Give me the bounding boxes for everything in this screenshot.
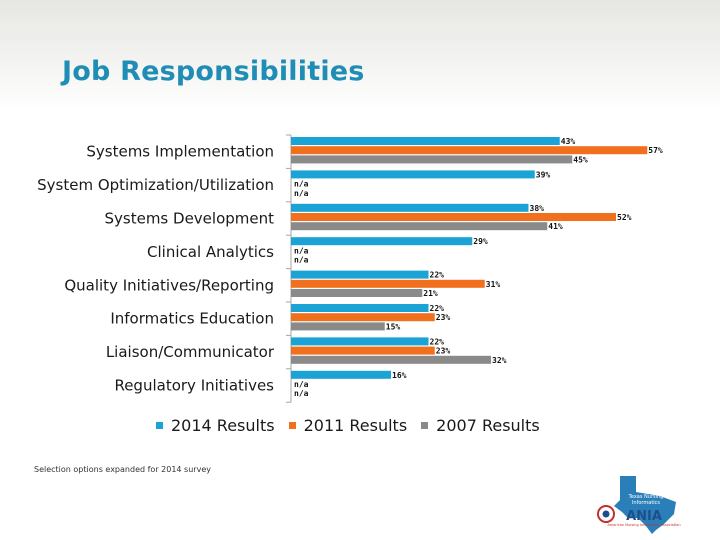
legend-swatch-2011 bbox=[288, 422, 296, 429]
bar-s2007 bbox=[291, 289, 423, 297]
bar-s2007 bbox=[291, 155, 573, 164]
legend-item-2007: 2007 Results bbox=[421, 416, 540, 435]
data-label: 41% bbox=[548, 222, 563, 231]
category-label: Regulatory Initiatives bbox=[114, 377, 274, 395]
data-label: n/a bbox=[294, 389, 309, 398]
data-label: 57% bbox=[648, 146, 663, 155]
footnote: Selection options expanded for 2014 surv… bbox=[34, 465, 211, 474]
bar-s2011 bbox=[291, 313, 435, 322]
bar-s2014 bbox=[291, 170, 535, 179]
data-label: 31% bbox=[486, 280, 501, 289]
data-label: 39% bbox=[536, 170, 551, 179]
legend-label-2011: 2011 Results bbox=[303, 416, 408, 435]
category-label: Systems Implementation bbox=[86, 143, 274, 161]
logo-tagline: American Nursing Informatics Association bbox=[607, 523, 680, 527]
data-label: 38% bbox=[530, 204, 545, 213]
logo-line-1: Texas Nursing bbox=[628, 494, 664, 500]
bar-s2014 bbox=[291, 337, 429, 346]
data-label: 52% bbox=[617, 213, 632, 222]
legend-swatch-2007 bbox=[421, 422, 429, 429]
bar-s2014 bbox=[291, 270, 429, 279]
legend-item-2014: 2014 Results bbox=[156, 416, 275, 435]
logo-seal-core-icon bbox=[602, 510, 610, 518]
data-label: 22% bbox=[430, 271, 445, 280]
legend-item-2011: 2011 Results bbox=[288, 416, 408, 435]
bar-s2014 bbox=[291, 137, 560, 145]
bar-s2007 bbox=[291, 322, 385, 331]
data-label: 23% bbox=[436, 347, 451, 356]
texas-shape-icon bbox=[614, 476, 676, 534]
category-label: Liaison/Communicator bbox=[106, 343, 275, 361]
data-label: n/a bbox=[294, 256, 309, 265]
data-label: n/a bbox=[294, 380, 309, 389]
bar-s2007 bbox=[291, 355, 491, 364]
data-label: 32% bbox=[492, 356, 507, 365]
bar-s2011 bbox=[291, 279, 485, 288]
data-label: n/a bbox=[294, 180, 309, 189]
bar-s2011 bbox=[291, 146, 648, 155]
bar-s2011 bbox=[291, 346, 435, 355]
data-label: n/a bbox=[294, 246, 309, 255]
legend-label-2007: 2007 Results bbox=[436, 416, 540, 435]
data-label: 22% bbox=[430, 304, 445, 313]
logo-line-2: Informatics bbox=[632, 500, 660, 506]
bar-s2014 bbox=[291, 203, 529, 212]
data-label: 45% bbox=[573, 155, 588, 164]
legend: 2014 Results 2011 Results 2007 Results bbox=[156, 416, 554, 435]
bar-s2014 bbox=[291, 237, 473, 246]
bar-s2011 bbox=[291, 213, 616, 221]
logo-wordmark: ANIA bbox=[626, 509, 662, 524]
data-label: 22% bbox=[430, 337, 445, 346]
data-label: 29% bbox=[473, 237, 488, 246]
association-logo: Texas Nursing Informatics ANIA American … bbox=[597, 476, 681, 534]
data-label: 15% bbox=[386, 322, 401, 331]
category-label: System Optimization/Utilization bbox=[37, 176, 274, 194]
category-label: Systems Development bbox=[105, 210, 275, 228]
data-label: 23% bbox=[436, 313, 451, 322]
bar-s2014 bbox=[291, 370, 391, 379]
slide-title: Job Responsibilities bbox=[62, 56, 365, 87]
bar-s2014 bbox=[291, 304, 429, 312]
legend-swatch-2014 bbox=[156, 422, 163, 429]
bar-s2007 bbox=[291, 222, 548, 231]
data-label: 16% bbox=[392, 371, 407, 380]
category-label: Quality Initiatives/Reporting bbox=[64, 276, 274, 294]
data-label: 43% bbox=[561, 137, 576, 146]
title-band bbox=[0, 0, 720, 110]
data-label: n/a bbox=[294, 189, 309, 198]
category-label: Clinical Analytics bbox=[147, 243, 274, 261]
legend-label-2014: 2014 Results bbox=[171, 416, 275, 435]
bar-chart: Systems Implementation 43% 57% 45% System Op… bbox=[37, 134, 663, 403]
data-label: 21% bbox=[423, 289, 438, 298]
category-label: Informatics Education bbox=[110, 310, 274, 328]
